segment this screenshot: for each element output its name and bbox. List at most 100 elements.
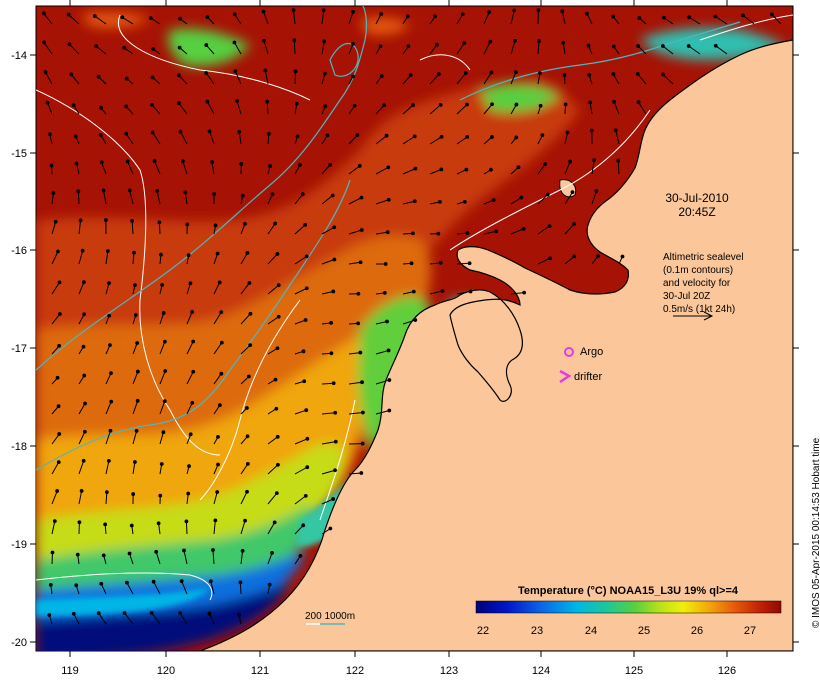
velocity-vector-head [94, 44, 99, 49]
velocity-vector [456, 262, 470, 265]
velocity-vector [240, 520, 246, 535]
velocity-vector-head [386, 165, 391, 170]
velocity-vector-head [351, 41, 355, 46]
velocity-vector-head [188, 432, 193, 437]
velocity-vector [78, 490, 83, 505]
velocity-vector-head [332, 225, 337, 230]
velocity-vector-head [82, 429, 87, 434]
velocity-vector-head [248, 343, 253, 347]
velocity-vector-head [513, 38, 517, 43]
velocity-vector-head [55, 375, 60, 380]
velocity-vector [321, 258, 335, 265]
velocity-vector [211, 162, 215, 175]
velocity-vector-head [560, 9, 565, 14]
velocity-vector-head [66, 12, 71, 17]
y-tick-label: -15 [11, 148, 27, 160]
velocity-vector [181, 580, 188, 595]
velocity-vector-head [331, 381, 336, 386]
velocity-vector [321, 469, 336, 475]
velocity-vector-head [103, 522, 108, 527]
velocity-vector [159, 312, 165, 325]
velocity-vector-head [322, 39, 327, 44]
altimetry-note: Altimetric sealevel (0.1m contours) and … [663, 252, 744, 321]
velocity-vector-head [78, 218, 83, 223]
velocity-vector [240, 491, 248, 505]
velocity-vector [294, 71, 297, 85]
velocity-vector-head [383, 262, 388, 266]
velocity-vector [662, 74, 674, 85]
velocity-vector-head [243, 518, 247, 523]
velocity-vector-head [379, 12, 384, 16]
velocity-vector [321, 290, 334, 295]
x-tick-label: 126 [718, 665, 736, 677]
velocity-vector [637, 73, 647, 85]
velocity-vector-head [304, 286, 309, 291]
velocity-vector-head [156, 521, 161, 526]
velocity-vector [348, 381, 363, 385]
velocity-vector [210, 581, 215, 595]
velocity-vector-head [275, 346, 280, 351]
velocity-vector [206, 101, 215, 115]
velocity-vector-head [99, 160, 104, 165]
velocity-vector-head [42, 40, 47, 45]
velocity-vector-head [208, 579, 213, 584]
credit-text: © IMOS 05-Apr-2015 00:14:53 Hobart time [811, 437, 820, 628]
velocity-vector [294, 193, 304, 205]
velocity-vector [510, 197, 522, 205]
velocity-vector-head [660, 44, 665, 48]
velocity-vector [375, 349, 389, 355]
velocity-vector-head [331, 497, 336, 501]
velocity-vector [47, 102, 53, 115]
velocity-vector-head [177, 45, 182, 50]
colorbar: Temperature (°C) NOAA15_L3U 19% ql>=4 22… [475, 585, 782, 637]
velocity-vector [43, 42, 53, 55]
velocity-vector-head [333, 439, 338, 444]
velocity-vector-head [438, 260, 443, 265]
velocity-vector-head [295, 134, 300, 139]
velocity-vector-head [240, 193, 245, 198]
velocity-vector-head [245, 489, 249, 494]
velocity-vector-head [57, 343, 62, 348]
velocity-vector [715, 45, 728, 55]
velocity-vector-head [522, 290, 527, 295]
velocity-vector [561, 11, 566, 25]
velocity-vector [105, 251, 109, 265]
velocity-vector [564, 161, 571, 175]
velocity-vector-head [292, 38, 297, 43]
velocity-vector-head [80, 248, 85, 253]
velocity-vector-head [176, 73, 181, 78]
velocity-vector-head [661, 72, 665, 77]
velocity-vector [293, 40, 296, 55]
velocity-vector-head [713, 14, 718, 19]
velocity-vector [121, 16, 134, 25]
velocity-vector-head [304, 408, 309, 413]
velocity-vector-head [276, 314, 281, 319]
velocity-vector [240, 252, 248, 265]
velocity-vector-head [537, 39, 541, 44]
velocity-vector [267, 316, 279, 325]
velocity-vector [267, 253, 278, 265]
drifter-legend: drifter [559, 369, 602, 384]
velocity-vector [132, 461, 136, 475]
velocity-vector-head [355, 133, 360, 138]
velocity-vector-head [386, 348, 391, 353]
velocity-vector [348, 197, 362, 205]
velocity-vector-head [238, 580, 243, 585]
y-tick-label: -14 [11, 50, 27, 62]
velocity-vector [456, 290, 471, 295]
velocity-vector [45, 71, 53, 85]
x-tick-label: 120 [157, 665, 175, 677]
velocity-vector-head [406, 44, 411, 49]
velocity-vector [234, 13, 242, 25]
velocity-vector [294, 409, 307, 415]
velocity-vector-head [596, 254, 600, 258]
velocity-vector [321, 498, 334, 505]
velocity-vector [212, 550, 215, 565]
velocity-vector-head [57, 432, 62, 436]
velocity-vector-head [359, 228, 364, 232]
velocity-vector-head [81, 458, 86, 463]
land-mass [199, 6, 793, 651]
y-tick-label: -19 [11, 539, 27, 551]
velocity-vector [267, 492, 278, 505]
velocity-vector [186, 341, 194, 355]
